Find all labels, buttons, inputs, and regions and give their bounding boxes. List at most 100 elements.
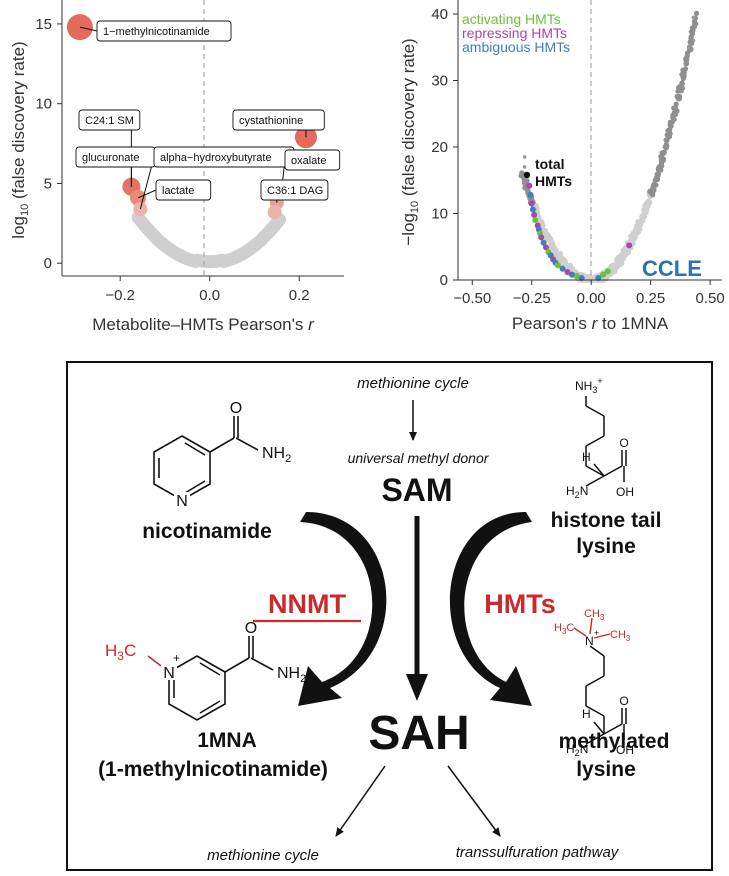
chart2-hmt-point xyxy=(573,273,580,280)
chart2-hmt-point xyxy=(531,211,538,218)
chart2-hmt-point xyxy=(543,244,549,251)
chart2-legend-entry: ambiguous HMTs xyxy=(462,39,570,55)
chart2-point xyxy=(522,155,527,159)
svg-text:alpha−hydroxybutyrate: alpha−hydroxybutyrate xyxy=(160,152,272,164)
chart2-hmt-point xyxy=(538,234,545,241)
chart2-x-tick-label: 0.50 xyxy=(696,290,725,307)
chart2-point xyxy=(681,69,687,75)
transsulfuration-pathway-label: transsulfuration pathway xyxy=(456,844,620,861)
lysine-h2n: H2N xyxy=(566,484,588,500)
chart2-hmt-point xyxy=(528,200,535,207)
chart2-point xyxy=(522,165,527,169)
mna-nh2: NH2 xyxy=(277,665,306,685)
chart2-point xyxy=(659,163,665,169)
nnmt-label: NNMT xyxy=(268,589,346,619)
chart2-legend-entry: activating HMTs xyxy=(462,11,561,27)
chart2-hmt-point xyxy=(564,269,571,276)
nicotinamide-label: nicotinamide xyxy=(142,520,272,543)
bottom-methionine-cycle-label: methionine cycle xyxy=(207,847,319,864)
sah-to-methionine-arrow xyxy=(335,765,386,837)
chart2-y-tick-label: 10 xyxy=(431,206,448,223)
chart1-annotation-label: lactate xyxy=(155,179,212,201)
methylated-lysine-label: lysine xyxy=(576,758,636,781)
chart2-x-tick-label: 0.25 xyxy=(636,290,665,307)
chart1-y-tick-label: 5 xyxy=(44,175,52,192)
chart2-point xyxy=(551,243,557,249)
histone-tail-label: histone tail xyxy=(551,509,662,532)
svg-text:C36:1 DAG: C36:1 DAG xyxy=(267,185,323,197)
nicotinamide-o: O xyxy=(230,400,242,417)
methylated-lysine-h: H xyxy=(582,707,591,721)
mna-methyl-h3c: H3C xyxy=(105,641,136,663)
lysine-structure xyxy=(585,396,627,487)
chart1-y-axis-label: log10 (false discovery rate) xyxy=(9,41,31,238)
chart2-point xyxy=(655,171,662,177)
chart1-points xyxy=(131,210,287,269)
sam-label: SAM xyxy=(381,472,452,508)
nicotinamide-nh2: NH2 xyxy=(262,445,291,465)
chart2-point xyxy=(679,85,686,91)
svg-text:lactate: lactate xyxy=(162,185,194,197)
lysine-h: H xyxy=(582,450,591,464)
mna-o: O xyxy=(245,620,257,637)
nicotinamide-ring-n: N xyxy=(176,493,188,510)
chart1-annotation-label: 1−methylnicotinamide xyxy=(96,20,232,42)
total-hmts-point xyxy=(523,171,531,179)
chart2-hmt-point xyxy=(532,217,539,224)
chart2-point xyxy=(549,239,555,245)
mna-ring-n: N xyxy=(163,665,175,682)
hmts-label: HMTs xyxy=(484,589,556,619)
sah-label: SAH xyxy=(368,707,469,760)
chart2-y-axis-label: −log10 (false discovery rate) xyxy=(399,38,421,245)
chart2-y-tick-label: 30 xyxy=(431,73,448,90)
methylated-lysine-methyl-bonds xyxy=(573,617,611,639)
chart2-hmt-point xyxy=(604,268,611,275)
metabolite-hmt-volcano-plot: 1−methylnicotinamide C24:1 SM glucuronate l… xyxy=(9,0,344,334)
methylated-lysine-h2n: H2N xyxy=(566,742,588,758)
chart2-point xyxy=(691,15,696,20)
chart1-y-tick-label: 10 xyxy=(35,96,52,113)
methylated-lysine-ch3-right: CH3 xyxy=(610,629,631,643)
chart2-hmt-point xyxy=(540,239,547,246)
chart2-hmt-point xyxy=(527,191,534,198)
chart1-leader-line xyxy=(79,26,98,32)
methylated-lysine-oh: OH xyxy=(616,743,634,757)
chart1-annotation-label: glucuronate xyxy=(75,146,156,168)
nnmt-curved-arrow xyxy=(298,512,387,706)
hmts-curved-arrow xyxy=(449,512,532,706)
chart2-point xyxy=(686,45,691,50)
ccle-volcano-plot: −0.50 −0.25 0.00 0.25 0.50 0 10 20 30 40 activati… xyxy=(399,0,725,333)
chart2-point xyxy=(646,199,652,205)
mna-ring-n-charge: + xyxy=(173,651,180,665)
chart1-annotation-label: cystathionine xyxy=(232,109,325,131)
chart2-hmt-point xyxy=(600,271,607,278)
svg-text:cystathionine: cystathionine xyxy=(239,115,303,127)
svg-text:oxalate: oxalate xyxy=(291,155,326,167)
chart1-annotation-label: C24:1 SM xyxy=(78,109,141,131)
chart2-hmt-point xyxy=(554,262,561,269)
chart2-point xyxy=(637,226,643,232)
lysine-oh: OH xyxy=(616,485,634,499)
methylated-lysine-structure xyxy=(585,645,627,745)
chart2-point xyxy=(664,137,670,143)
lysine-o: O xyxy=(619,436,628,450)
chart2-hmt-point xyxy=(626,242,633,249)
methylated-lysine-n-charge: + xyxy=(594,628,599,638)
methylated-lysine-o: O xyxy=(619,694,628,708)
chart2-x-axis-label: Pearson's r to 1MNA xyxy=(512,314,669,333)
chart2-point xyxy=(540,222,546,228)
mna-label: 1MNA xyxy=(197,729,257,752)
chart1-annotation-labels: 1−methylnicotinamide C24:1 SM glucuronate l… xyxy=(75,20,341,201)
chart1-x-tick-label: 0.0 xyxy=(199,287,220,304)
chart2-hmt-point xyxy=(569,271,576,278)
chart2-point xyxy=(663,141,669,147)
chart2-legend-entry: repressing HMTs xyxy=(462,25,567,41)
mna-full-name-label: (1-methylnicotinamide) xyxy=(98,758,328,781)
top-methionine-cycle-label: methionine cycle xyxy=(357,375,469,392)
chart2-point xyxy=(524,178,530,184)
methylated-lysine-ch3-top: CH3 xyxy=(584,608,605,622)
sam-to-sah-arrow-head xyxy=(406,674,428,701)
chart2-point xyxy=(660,157,666,163)
chart2-point xyxy=(677,93,683,100)
chart1-y-tick-label: 0 xyxy=(44,255,52,272)
